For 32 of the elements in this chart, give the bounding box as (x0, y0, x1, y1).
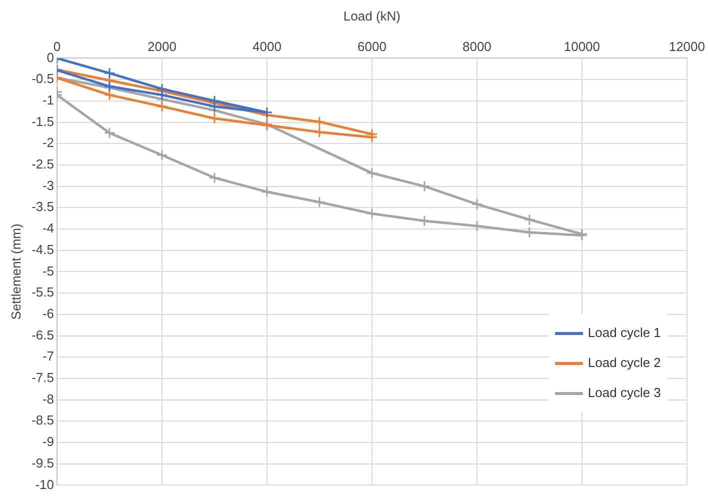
legend-label: Load cycle 2 (588, 354, 661, 372)
x-tick-label: 8000 (462, 38, 492, 54)
y-tick-label: -5 (42, 263, 54, 278)
legend-label: Load cycle 1 (588, 324, 661, 342)
y-axis-title: Settlement (mm) (8, 224, 24, 320)
y-tick-label: -4 (42, 220, 54, 236)
x-tick-label: 2000 (148, 38, 176, 54)
y-tick-label: -2 (42, 135, 54, 150)
legend-label: Load cycle 3 (588, 384, 661, 402)
y-tick-label: -5.5 (32, 284, 54, 300)
y-tick-label: -2.5 (32, 156, 54, 172)
y-tick-label: -7.5 (32, 370, 54, 386)
y-tick-label: -9 (42, 434, 54, 450)
y-tick-label: -8.5 (32, 412, 54, 428)
x-tick-label: 6000 (358, 38, 386, 54)
y-tick-label: -0.5 (32, 71, 54, 86)
y-tick-label: -1.5 (32, 114, 54, 129)
y-tick-label: -10 (35, 476, 54, 492)
y-tick-label: 0 (46, 50, 54, 65)
y-tick-label: -1 (42, 92, 54, 108)
y-tick-label: -4.5 (32, 242, 54, 257)
x-tick-label: 10000 (564, 38, 600, 54)
y-tick-label: -9.5 (32, 455, 54, 470)
y-tick-label: -7 (42, 348, 54, 364)
y-tick-label: -6.5 (32, 327, 54, 342)
y-tick-label: -3 (42, 178, 54, 193)
y-tick-label: -3.5 (32, 199, 54, 214)
x-tick-label: 4000 (252, 38, 282, 54)
x-tick-label: 12000 (668, 38, 706, 54)
y-tick-label: -8 (42, 391, 54, 406)
x-axis-title: Load (kN) (343, 8, 400, 24)
y-tick-label: -6 (42, 306, 54, 321)
